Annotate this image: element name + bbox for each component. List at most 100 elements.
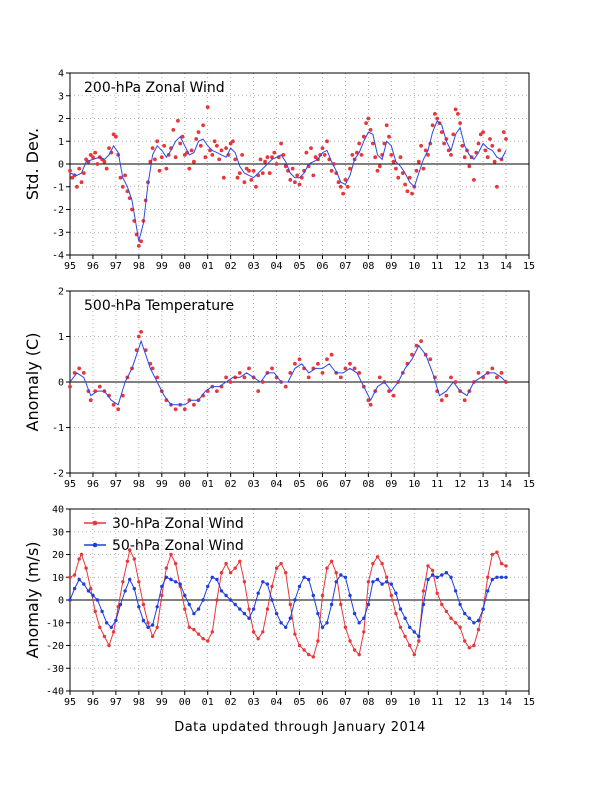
data-point <box>237 171 242 176</box>
data-point <box>350 153 355 157</box>
data-point <box>297 584 302 589</box>
y-tick-label: -4 <box>52 251 64 262</box>
x-tick-label: 11 <box>431 479 443 490</box>
x-tick-label: 97 <box>110 479 122 490</box>
data-point <box>95 162 100 166</box>
data-point <box>279 621 283 625</box>
data-point <box>109 625 114 629</box>
data-point <box>288 616 292 620</box>
data-point <box>444 571 449 575</box>
data-point <box>293 180 297 185</box>
data-point <box>256 389 261 393</box>
data-point <box>86 589 91 593</box>
x-tick-label: 02 <box>225 261 237 272</box>
data-point <box>304 150 309 155</box>
x-tick-label: 96 <box>87 479 99 490</box>
data-point <box>414 343 419 348</box>
data-point <box>343 575 348 579</box>
data-point <box>196 607 201 611</box>
data-point <box>472 643 476 648</box>
data-point <box>495 550 499 554</box>
data-point <box>481 607 485 611</box>
data-point <box>444 393 449 398</box>
y-tick-label: 1 <box>58 332 64 343</box>
x-tick-label: 07 <box>339 479 351 490</box>
legend-label: 30-hPa Zonal Wind <box>112 516 244 532</box>
data-point <box>270 155 274 160</box>
x-tick-label: 00 <box>179 697 191 708</box>
data-point <box>68 598 72 602</box>
x-tick-label: 12 <box>454 479 466 490</box>
data-point <box>183 593 187 598</box>
data-point <box>322 153 327 157</box>
data-point <box>385 580 389 584</box>
data-point <box>408 625 412 629</box>
data-point <box>352 366 357 371</box>
data-point <box>339 602 343 607</box>
data-point <box>348 166 352 171</box>
series-2 <box>69 119 507 242</box>
data-point <box>187 602 191 607</box>
data-point <box>490 143 495 148</box>
series-1 <box>68 330 508 412</box>
data-point <box>293 598 297 602</box>
data-point <box>150 366 155 371</box>
x-tick-label: 05 <box>293 479 305 490</box>
data-point <box>265 607 270 611</box>
data-point <box>111 132 116 137</box>
x-tick-label: 05 <box>293 697 305 708</box>
data-point <box>320 371 325 375</box>
data-point <box>417 634 421 639</box>
data-point <box>70 175 75 180</box>
data-point <box>476 371 481 375</box>
data-point <box>251 630 256 634</box>
data-point <box>210 630 214 634</box>
data-point <box>439 398 444 403</box>
data-point <box>426 153 430 157</box>
data-point <box>224 561 228 566</box>
data-point <box>316 611 320 616</box>
x-tick-label: 95 <box>64 697 76 708</box>
x-tick-label: 96 <box>87 697 99 708</box>
x-tick-label: 09 <box>385 697 397 708</box>
data-point <box>100 609 104 614</box>
data-point <box>382 141 387 146</box>
data-point <box>375 577 380 582</box>
x-tick-label: 99 <box>156 261 168 272</box>
data-point <box>77 557 81 561</box>
x-tick-label: 07 <box>339 697 351 708</box>
data-point <box>414 168 419 173</box>
data-point <box>238 607 242 611</box>
x-tick-label: 10 <box>408 261 420 272</box>
footer-text: Data updated through January 2014 <box>174 720 426 735</box>
y-tick-label: 10 <box>52 573 64 584</box>
data-point <box>237 371 242 375</box>
x-tick-label: 15 <box>523 697 535 708</box>
data-point <box>254 184 258 189</box>
data-point <box>325 357 329 362</box>
data-point <box>212 139 217 144</box>
data-point <box>137 605 141 609</box>
data-point <box>311 173 316 178</box>
data-point <box>173 580 178 584</box>
data-point <box>394 591 398 595</box>
data-point <box>311 593 315 598</box>
data-point <box>201 123 206 128</box>
x-tick-label: 02 <box>225 479 237 490</box>
data-point <box>105 621 109 625</box>
y-tick-label: 1 <box>58 137 64 148</box>
data-point <box>93 609 97 614</box>
data-point <box>233 602 237 607</box>
data-point <box>476 618 481 623</box>
data-point <box>483 148 488 153</box>
data-point <box>77 166 82 171</box>
data-point <box>261 580 265 584</box>
x-tick-label: 01 <box>202 261 214 272</box>
x-tick-label: 98 <box>133 261 145 272</box>
x-tick-label: 11 <box>431 261 443 272</box>
data-point <box>366 116 371 121</box>
data-point <box>377 375 382 380</box>
data-point <box>270 584 274 589</box>
data-point <box>458 625 462 629</box>
data-point <box>485 155 490 160</box>
